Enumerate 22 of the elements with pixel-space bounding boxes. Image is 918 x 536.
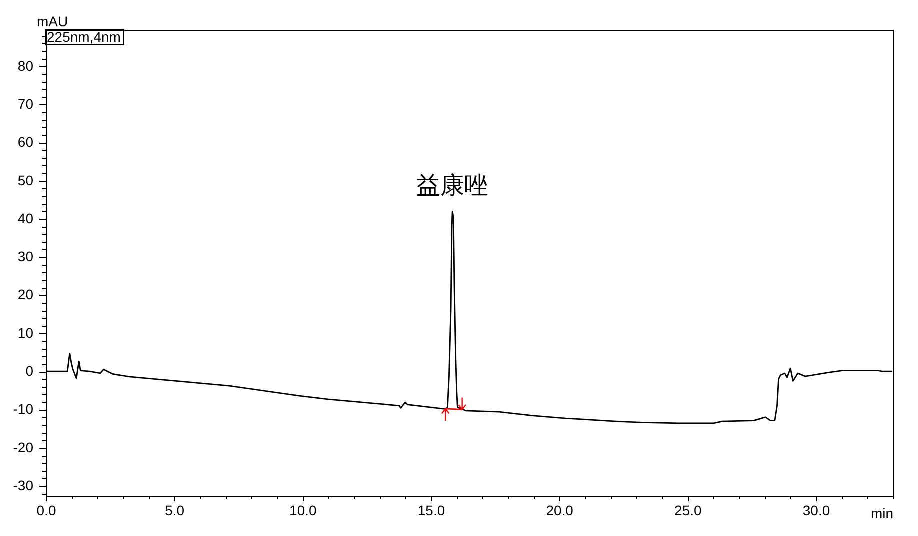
y-tick-label: -30 (13, 478, 34, 494)
y-tick-label: -20 (13, 439, 34, 456)
x-axis-title: min (870, 506, 894, 522)
x-tick-label: 30.0 (802, 502, 830, 518)
y-tick-label: 30 (18, 248, 34, 265)
y-tick-label: 60 (18, 134, 34, 150)
y-tick-label: -10 (13, 401, 34, 418)
annotation: 益康唑 (416, 172, 489, 200)
y-tick-label: 0 (26, 363, 34, 380)
x-tick-label: 5.0 (165, 502, 185, 518)
y-tick-label: 50 (18, 172, 34, 188)
y-tick-label: 20 (18, 286, 34, 303)
y-tick-label: 80 (18, 58, 34, 74)
y-tick-label: 10 (18, 324, 34, 341)
x-tick-label: 15.0 (418, 502, 446, 518)
y-tick-label: 70 (18, 96, 34, 112)
y-axis-title: mAU (36, 14, 68, 30)
x-tick-label: 0.0 (36, 502, 56, 518)
x-tick-label: 20.0 (546, 502, 574, 518)
y-tick-label: 40 (18, 210, 34, 226)
x-tick-label: 10.0 (290, 502, 318, 518)
x-tick-label: 25.0 (674, 502, 702, 518)
